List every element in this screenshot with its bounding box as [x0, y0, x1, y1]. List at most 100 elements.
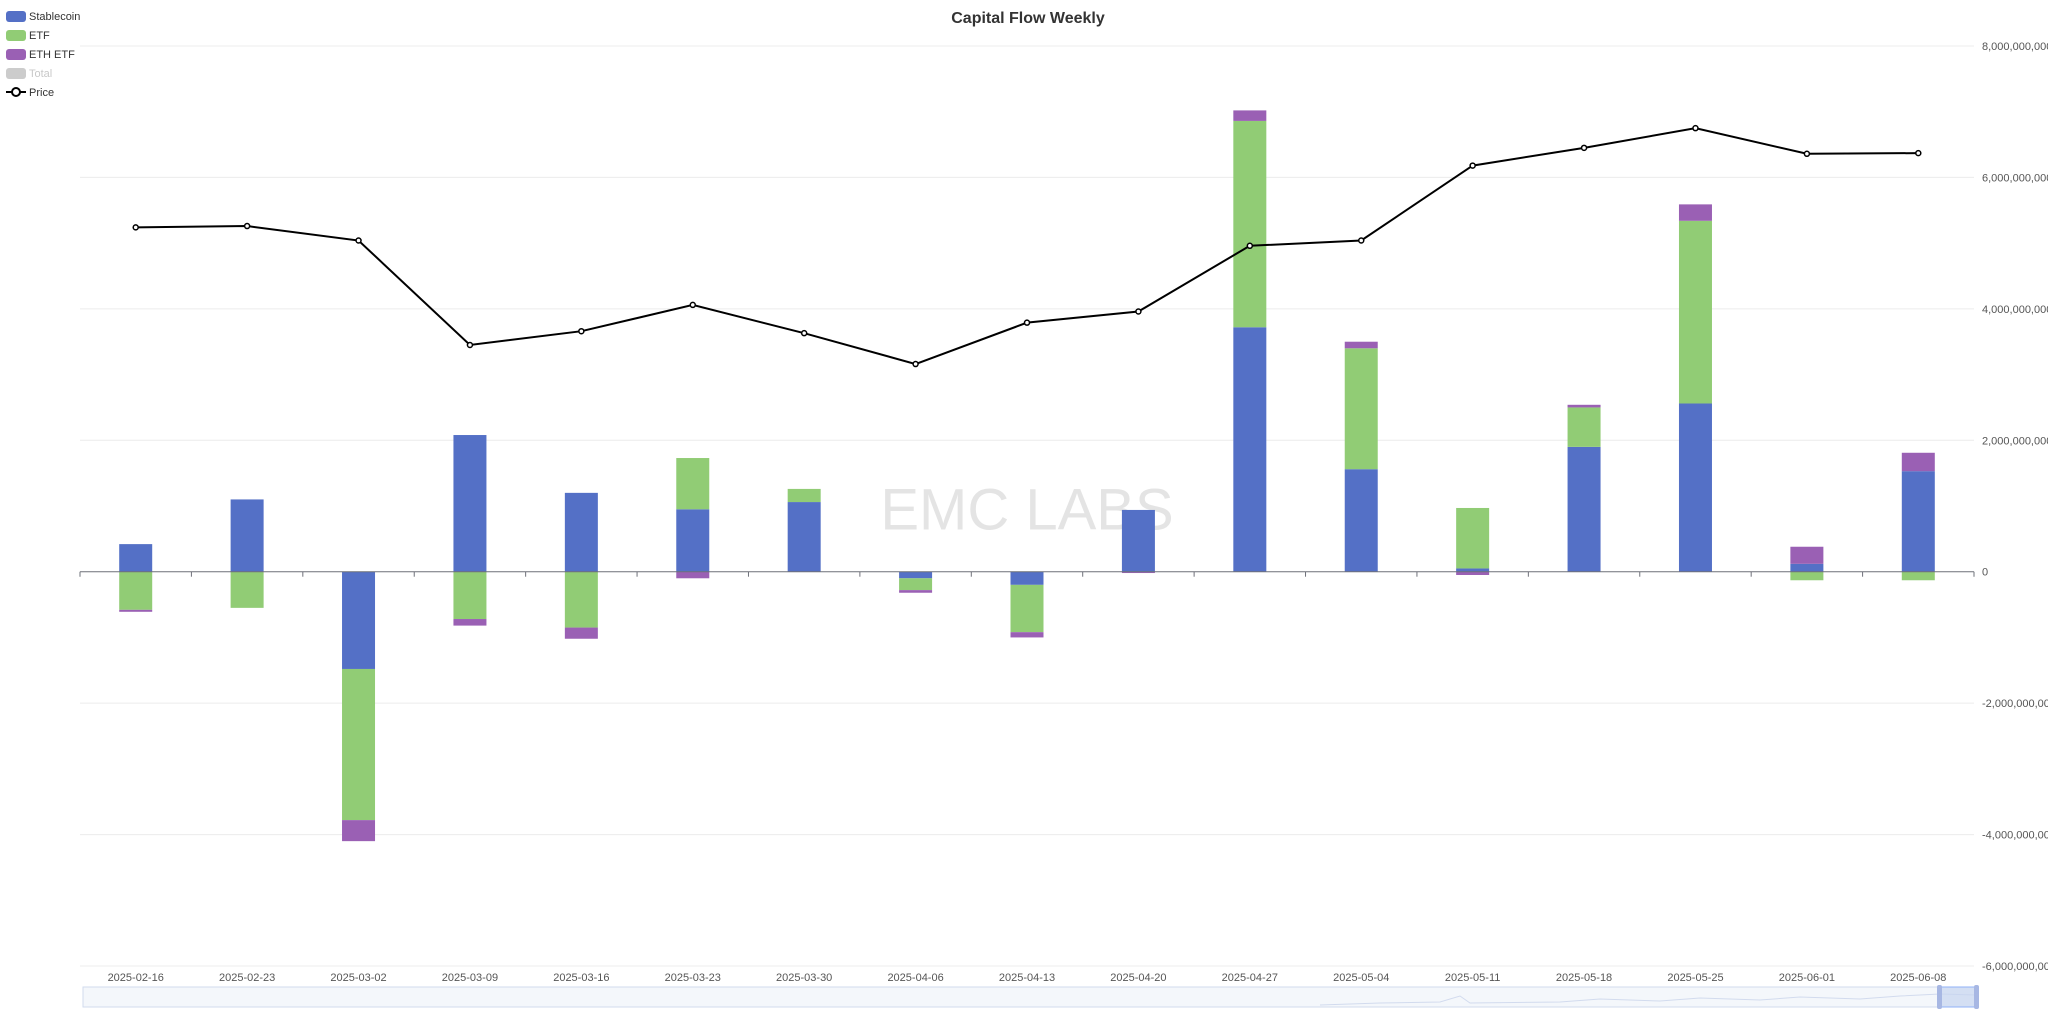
x-tick-label: 2025-03-23 [665, 972, 721, 984]
bar-eth-etf[interactable] [1010, 632, 1044, 638]
bar-stablecoin[interactable] [1901, 471, 1935, 572]
price-point[interactable] [1023, 319, 1031, 326]
bar-etf[interactable] [1233, 120, 1267, 328]
bar-eth-etf[interactable] [1121, 571, 1155, 574]
bar-etf[interactable] [787, 488, 821, 503]
price-point[interactable] [1580, 144, 1588, 152]
x-tick-label: 2025-06-08 [1890, 972, 1946, 984]
legend-item-stablecoin[interactable]: Stablecoin [6, 11, 80, 23]
legend-item-total[interactable]: Total [6, 68, 52, 80]
price-point[interactable] [1469, 162, 1476, 169]
bar-etf[interactable] [119, 571, 153, 610]
legend-swatch [6, 30, 26, 41]
price-point[interactable] [1246, 242, 1254, 250]
x-tick-label: 2025-03-30 [776, 972, 832, 984]
data-zoom-handle-right[interactable] [1974, 985, 1979, 1009]
bar-stablecoin[interactable] [342, 571, 376, 669]
bar-stablecoin[interactable] [1344, 469, 1378, 572]
x-tick-label: 2025-04-06 [887, 972, 943, 984]
legend[interactable]: Stablecoin ETF ETH ETF Total Price [6, 11, 80, 99]
legend-label: ETF [29, 30, 50, 42]
data-zoom-handle-left[interactable] [1937, 985, 1942, 1009]
price-point[interactable] [466, 341, 474, 349]
price-point[interactable] [912, 360, 919, 368]
bar-etf[interactable] [1344, 348, 1378, 470]
bar-etf[interactable] [676, 458, 710, 510]
data-zoom-slider[interactable] [82, 985, 1979, 1009]
x-tick-label: 2025-05-18 [1556, 972, 1612, 984]
bar-eth-etf[interactable] [1344, 341, 1378, 349]
bar-stablecoin[interactable] [119, 544, 153, 572]
bar-stablecoin[interactable] [453, 435, 487, 572]
bar-stablecoin[interactable] [1790, 563, 1824, 572]
bar-eth-etf[interactable] [453, 619, 487, 626]
bar-stablecoin[interactable] [1567, 446, 1601, 572]
bar-eth-etf[interactable] [1790, 546, 1824, 564]
price-point[interactable] [689, 301, 697, 309]
bar-eth-etf[interactable] [564, 627, 598, 639]
bar-etf[interactable] [1010, 584, 1044, 633]
grid-lines [80, 45, 1974, 967]
bar-etf[interactable] [899, 578, 933, 591]
bar-eth-etf[interactable] [1456, 571, 1490, 575]
bar-stablecoin[interactable] [1678, 403, 1712, 572]
bar-etf[interactable] [453, 571, 487, 620]
bar-eth-etf[interactable] [1678, 204, 1712, 221]
chart-title: Capital Flow Weekly [951, 10, 1105, 27]
price-point[interactable] [132, 224, 139, 231]
bar-etf[interactable] [342, 668, 376, 821]
bar-etf[interactable] [1567, 407, 1601, 447]
bar-etf[interactable] [1456, 507, 1490, 569]
bar-stablecoin[interactable] [1233, 327, 1267, 572]
legend-item-etf[interactable]: ETF [6, 30, 50, 42]
price-point[interactable] [243, 222, 251, 230]
bar-etf[interactable] [1790, 571, 1824, 581]
price-point[interactable] [355, 237, 362, 244]
bar-etf[interactable] [1678, 220, 1712, 404]
bar-etf[interactable] [230, 571, 264, 608]
price-point[interactable] [1357, 237, 1365, 244]
price-point[interactable] [578, 327, 585, 335]
x-tick-label: 2025-03-16 [553, 972, 609, 984]
data-zoom-window[interactable] [1939, 986, 1977, 1008]
x-tick-label: 2025-05-11 [1445, 972, 1500, 984]
bar-eth-etf[interactable] [1233, 110, 1267, 121]
bar-eth-etf[interactable] [342, 820, 376, 842]
bar-eth-etf[interactable] [119, 609, 153, 612]
price-point[interactable] [1915, 149, 1922, 157]
bar-etf[interactable] [1901, 571, 1935, 581]
x-tick-label: 2025-03-02 [330, 972, 386, 984]
y-tick-label: 6,000,000,000 [1982, 172, 2048, 184]
price-line-path [135, 127, 1919, 366]
x-tick-label: 2025-04-27 [1222, 972, 1278, 984]
legend-item-price[interactable]: Price [6, 87, 54, 99]
price-point[interactable] [1692, 124, 1699, 132]
bar-stablecoin[interactable] [787, 502, 821, 572]
y-tick-label: -4,000,000,000 [1982, 830, 2048, 842]
bar-stablecoin[interactable] [1121, 509, 1155, 572]
legend-label: Price [29, 87, 54, 99]
price-point[interactable] [1803, 150, 1811, 158]
price-point[interactable] [800, 329, 808, 337]
x-tick-label: 2025-03-09 [442, 972, 498, 984]
bar-stablecoin[interactable] [230, 499, 264, 572]
price-point[interactable] [1135, 308, 1142, 315]
bar-eth-etf[interactable] [1567, 404, 1601, 408]
x-tick-label: 2025-05-25 [1667, 972, 1723, 984]
bar-etf[interactable] [564, 571, 598, 628]
legend-item-eth-etf[interactable]: ETH ETF [6, 49, 75, 61]
y-tick-label: 8,000,000,000 [1982, 41, 2048, 53]
bar-stablecoin[interactable] [1010, 571, 1044, 585]
legend-label: Total [29, 68, 52, 80]
legend-label: Stablecoin [29, 11, 80, 23]
bar-eth-etf[interactable] [899, 590, 933, 593]
data-zoom-track[interactable] [82, 986, 1977, 1008]
x-tick-label: 2025-05-04 [1333, 972, 1389, 984]
bar-eth-etf[interactable] [676, 571, 710, 579]
bar-eth-etf[interactable] [1901, 452, 1935, 472]
bar-stablecoin[interactable] [676, 509, 710, 572]
bar-stablecoin[interactable] [1456, 568, 1490, 572]
bar-stablecoin[interactable] [564, 492, 598, 572]
y-tick-label: 4,000,000,000 [1982, 304, 2048, 316]
bar-stablecoin[interactable] [899, 571, 933, 579]
